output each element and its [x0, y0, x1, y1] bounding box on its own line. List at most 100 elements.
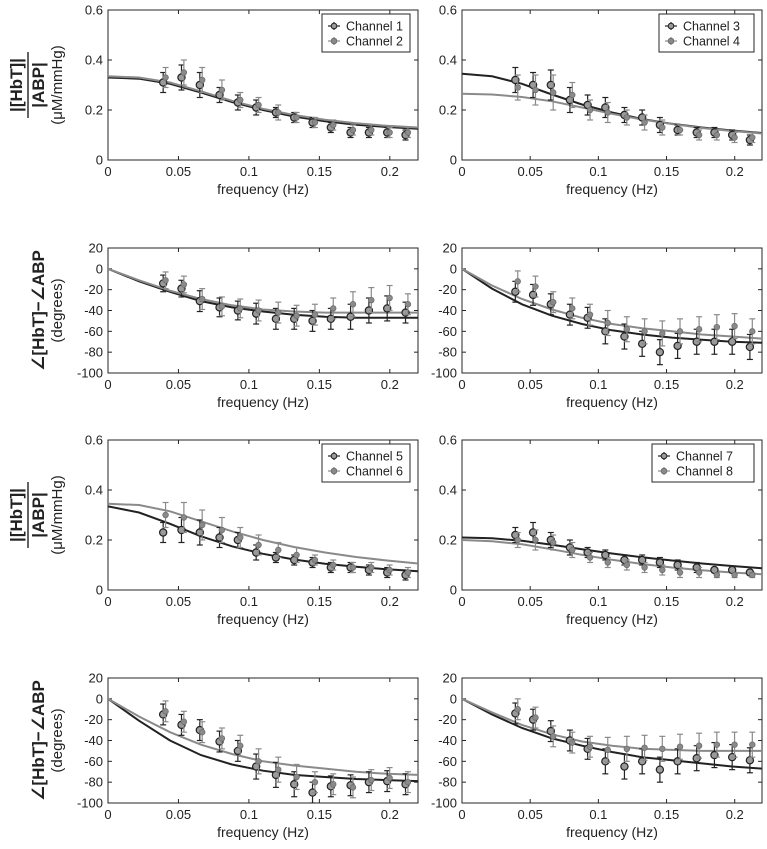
data-point-series-2: [676, 743, 684, 750]
data-point-series-2: [255, 758, 262, 765]
data-point-series-2: [695, 569, 703, 576]
x-tick-label: 0: [104, 594, 111, 609]
x-tick-label: 0.15: [654, 594, 679, 609]
data-point-series-1: [158, 528, 168, 537]
chart-panel-ch34-phase: 0 0.05 0.1 0.15 0.2 -100 -80 -60 -40 -20 0 20 freque…: [431, 241, 763, 410]
x-tick-label: 0.05: [166, 807, 191, 822]
data-point-series-2: [349, 784, 357, 791]
data-point-series-1: [177, 525, 186, 535]
y-tick-label: 0.6: [439, 433, 457, 448]
data-point-series-2: [218, 526, 226, 534]
y-axis-title-unit: (μM/mmHg): [49, 475, 66, 554]
data-point-series-1: [745, 342, 755, 352]
y-tick-label: 0.2: [439, 533, 457, 548]
chart-panel-ch34-mag: 0 0.05 0.1 0.15 0.2 0 0.2 0.4 0.6 frequency (Hz) C…: [439, 3, 763, 197]
data-point-series-2: [180, 718, 188, 725]
x-tick-label: 0.05: [518, 377, 543, 392]
x-tick-label: 0.05: [518, 594, 543, 609]
data-point-series-2: [386, 566, 393, 574]
axes-box: [461, 247, 763, 374]
x-tick-label: 0: [104, 807, 111, 822]
y-tick-label: 20: [89, 671, 103, 686]
chart-panel-ch12-phase: 0 0.05 0.1 0.15 0.2 -100 -80 -60 -40 -20 0 20 freque…: [29, 241, 419, 410]
y-tick-label: -40: [84, 303, 103, 318]
data-point-series-2: [330, 121, 337, 129]
legend-entry: Channel 3: [683, 20, 740, 34]
data-point-series-2: [713, 571, 721, 579]
y-tick-label: 0.4: [85, 53, 103, 68]
x-tick-label: 0.05: [166, 164, 191, 179]
data-point-series-2: [237, 96, 244, 104]
data-point-series-2: [180, 69, 188, 76]
data-point-series-2: [218, 86, 226, 94]
y-tick-label: 0: [450, 583, 457, 598]
legend-entry: Channel 8: [676, 465, 733, 479]
data-point-series-1: [745, 756, 755, 765]
legend-swatch-marker: [667, 22, 675, 30]
y-tick-label: -100: [431, 796, 457, 811]
data-point-series-2: [255, 101, 262, 109]
x-tick-label: 0.2: [381, 377, 399, 392]
y-axis-title: |[HbT]| |ABP| (μM/mmHg): [7, 45, 66, 124]
x-tick-label: 0.2: [726, 594, 744, 609]
data-point-series-2: [162, 708, 169, 715]
y-tick-label: 20: [89, 241, 103, 256]
y-tick-label: 0: [450, 691, 457, 706]
y-tick-label: -60: [84, 754, 103, 769]
y-tick-label: 0: [450, 261, 457, 276]
x-axis-title: frequency (Hz): [566, 181, 658, 197]
chart-panel-ch56-phase: 0 0.05 0.1 0.15 0.2 -100 -80 -60 -40 -20 0 20 freque…: [29, 671, 419, 840]
data-point-series-2: [162, 511, 169, 519]
data-point-series-2: [641, 328, 648, 335]
data-point-series-2: [641, 744, 648, 751]
y-tick-label: -60: [438, 754, 457, 769]
axes-box: [461, 677, 763, 804]
data-point-series-2: [713, 131, 721, 139]
plot-area: [108, 697, 418, 803]
data-point-series-2: [659, 745, 666, 753]
x-tick-label: 0.2: [381, 807, 399, 822]
fit-line-2: [462, 267, 762, 340]
legend-box: [321, 13, 411, 53]
data-point-series-2: [293, 114, 300, 121]
y-axis-title-numerator: |[HbT]|: [7, 488, 26, 542]
y-tick-label: 0.2: [85, 533, 103, 548]
plot-area: [462, 521, 762, 579]
legend-swatch-marker: [330, 37, 338, 45]
data-point-series-2: [641, 564, 648, 571]
data-point-series-2: [330, 305, 337, 312]
x-axis-title: frequency (Hz): [217, 824, 309, 840]
x-tick-label: 0.15: [307, 377, 332, 392]
data-point-series-2: [368, 126, 375, 134]
data-point-series-2: [162, 277, 169, 284]
y-tick-label: 0.2: [85, 103, 103, 118]
data-point-series-2: [218, 303, 226, 310]
plot-area: [462, 66, 762, 146]
y-tick-label: 0: [96, 153, 103, 168]
x-axis-title: frequency (Hz): [217, 394, 309, 410]
y-tick-label: -60: [84, 324, 103, 339]
data-point-series-2: [386, 129, 393, 136]
data-point-series-2: [180, 281, 188, 288]
data-point-series-2: [275, 309, 282, 316]
fit-line-1: [462, 536, 762, 570]
x-tick-label: 0.05: [518, 807, 543, 822]
data-point-series-2: [569, 91, 576, 99]
data-point-series-2: [586, 106, 594, 114]
y-tick-label: 0.6: [85, 3, 103, 18]
x-tick-label: 0.15: [307, 807, 332, 822]
legend-entry: Channel 6: [346, 465, 403, 479]
data-point-series-2: [623, 114, 631, 121]
data-point-series-2: [641, 119, 648, 126]
data-point-series-1: [637, 555, 647, 565]
x-tick-label: 0.1: [589, 377, 607, 392]
x-axis-title: frequency (Hz): [566, 824, 658, 840]
data-point-series-2: [514, 706, 521, 713]
data-point-series-2: [311, 556, 319, 564]
x-tick-label: 0.05: [166, 594, 191, 609]
data-point-series-2: [731, 571, 738, 579]
data-point-series-2: [623, 561, 631, 569]
chart-panel-ch56-mag: 0 0.05 0.1 0.15 0.2 0 0.2 0.4 0.6 frequency (Hz) |…: [7, 433, 419, 627]
